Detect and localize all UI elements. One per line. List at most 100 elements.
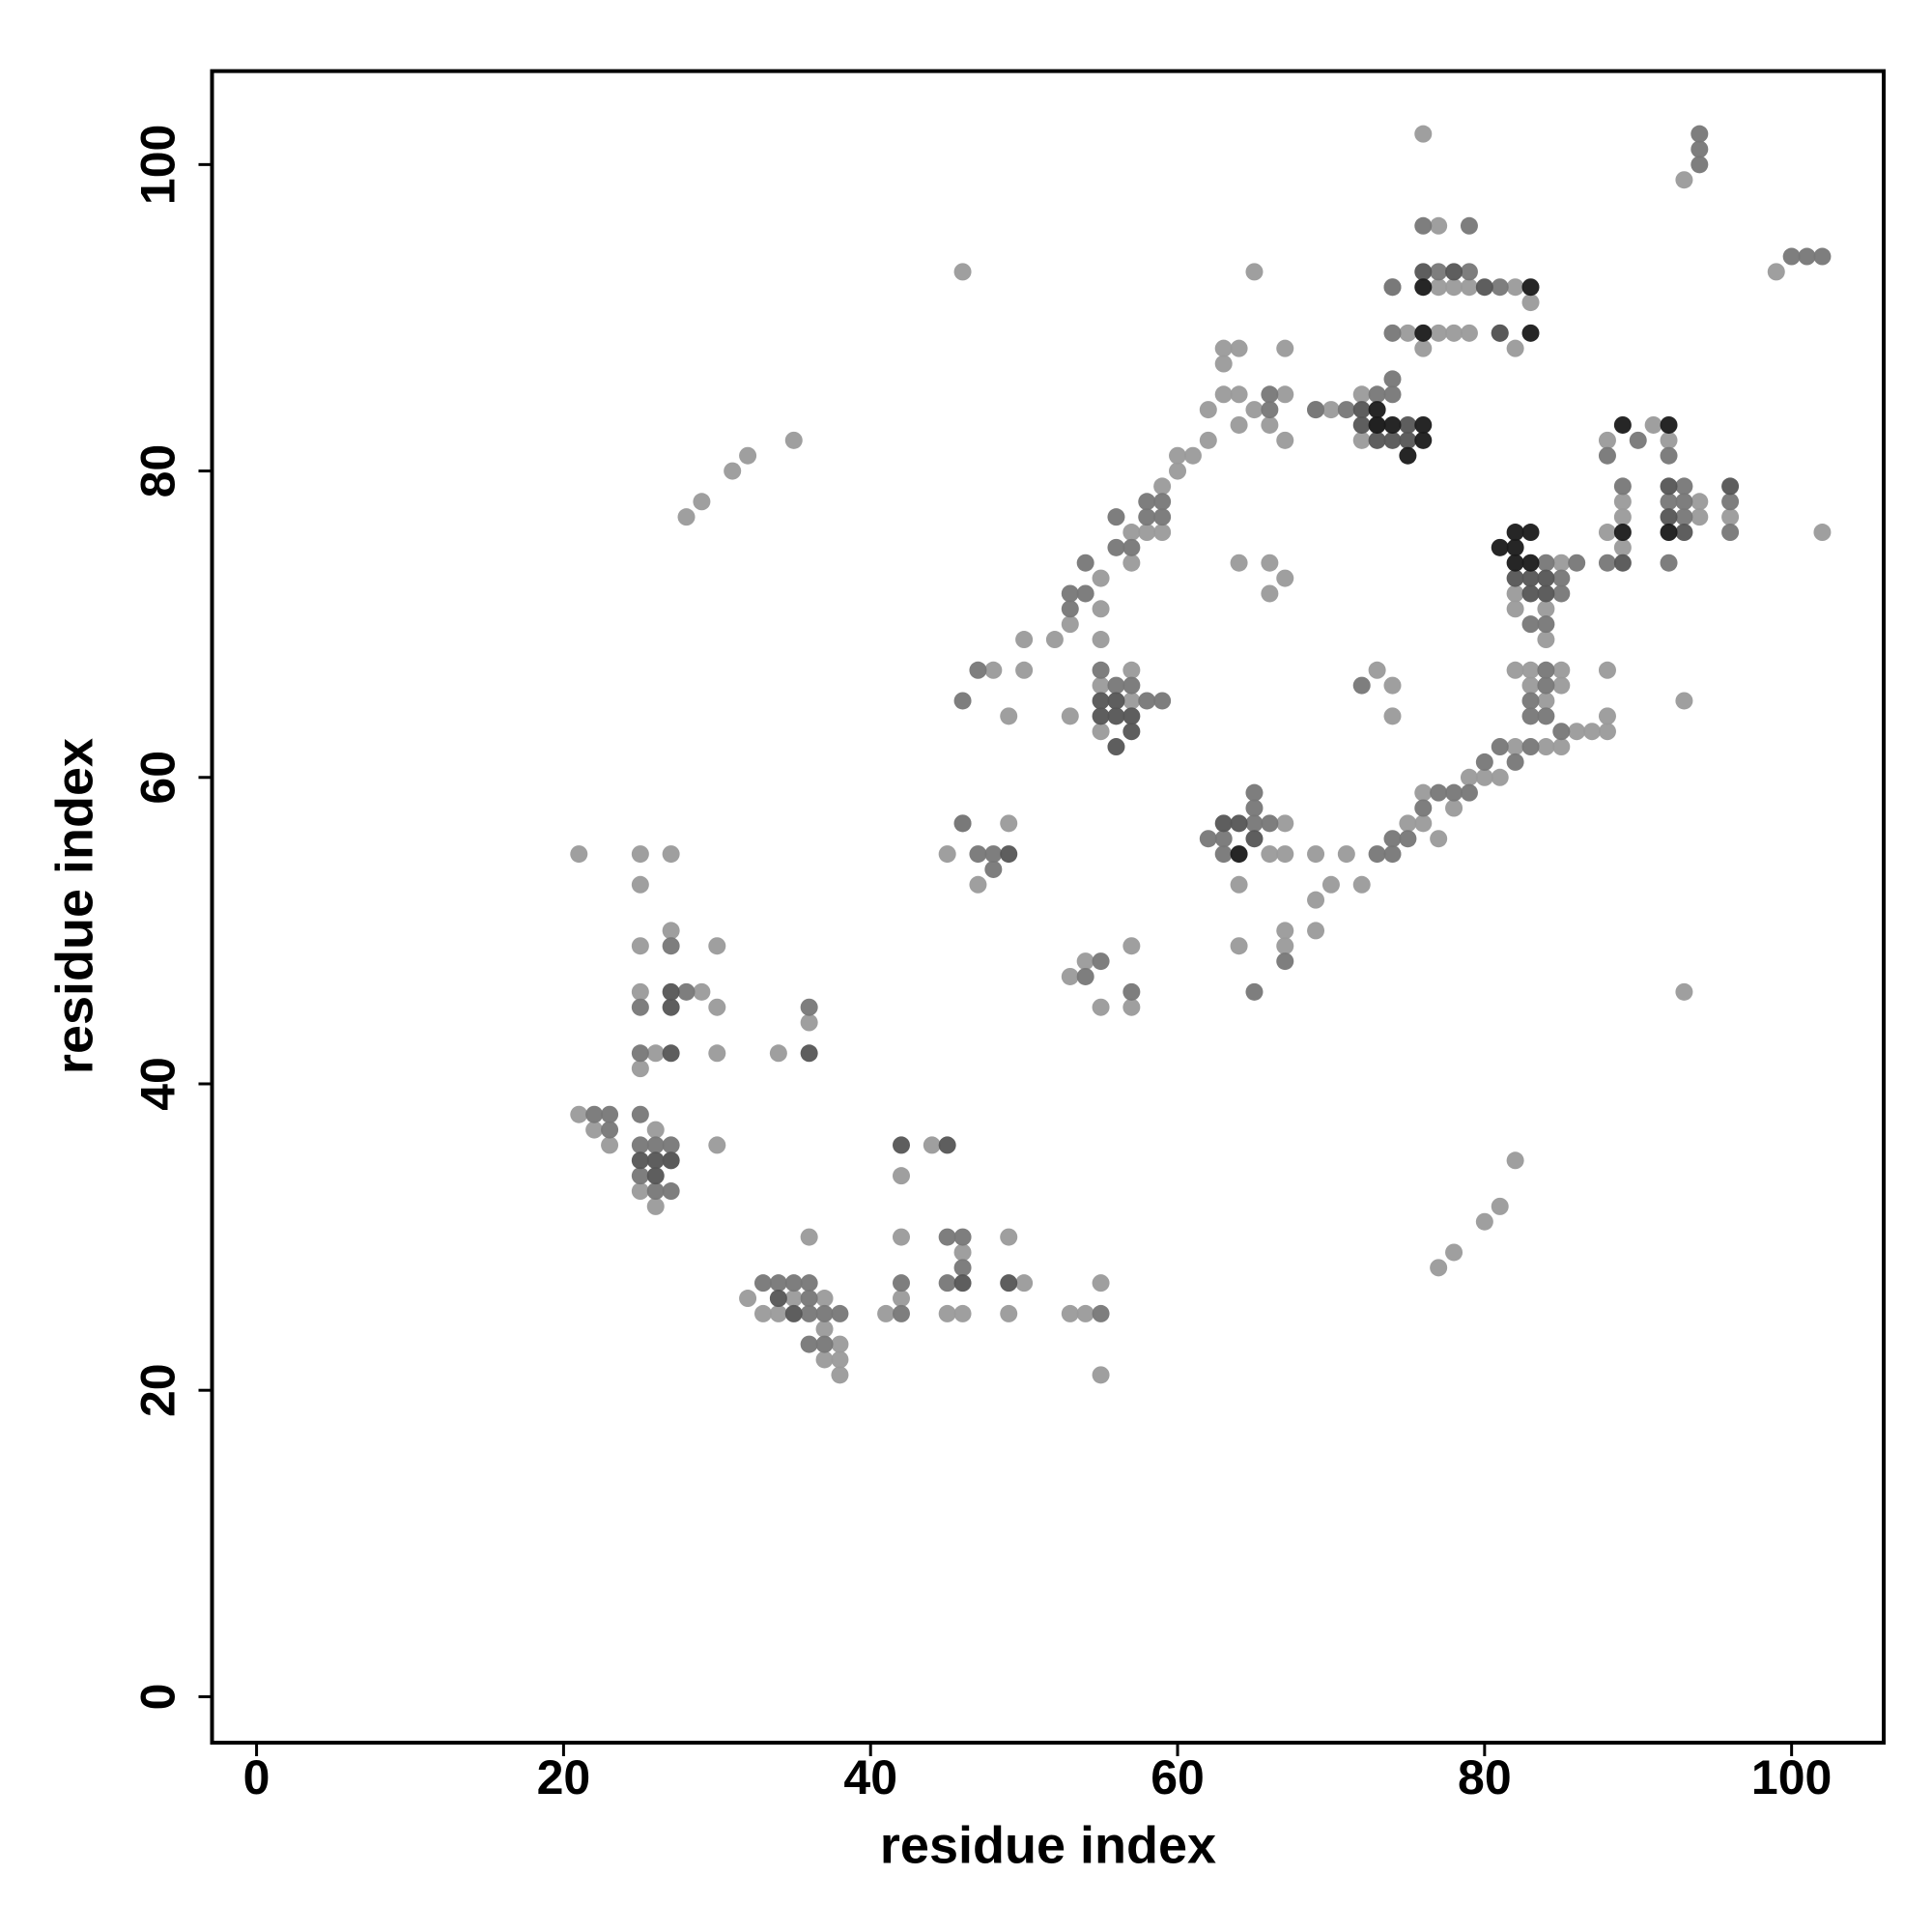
point — [1445, 1243, 1463, 1262]
point — [1076, 584, 1094, 603]
point — [1000, 845, 1018, 864]
point — [800, 1044, 818, 1063]
point — [1261, 845, 1279, 864]
point — [662, 1182, 680, 1201]
point — [1214, 845, 1233, 864]
point — [969, 845, 987, 864]
point — [1598, 723, 1616, 741]
point — [1276, 339, 1294, 357]
point — [753, 1304, 772, 1322]
point — [1521, 738, 1540, 756]
point — [1675, 982, 1693, 1001]
point — [1537, 707, 1555, 725]
point — [769, 1044, 787, 1063]
point — [1506, 569, 1524, 587]
point — [800, 1290, 818, 1308]
point — [1521, 615, 1540, 634]
point — [1383, 370, 1402, 388]
point — [1261, 415, 1279, 434]
point — [1368, 401, 1386, 419]
point — [784, 431, 803, 449]
point — [953, 1228, 972, 1246]
point — [1552, 723, 1571, 741]
point — [631, 1044, 649, 1063]
point — [1568, 723, 1586, 741]
point — [1015, 1274, 1034, 1293]
point — [1307, 922, 1325, 940]
point — [1138, 493, 1156, 511]
point — [1690, 140, 1709, 158]
point — [739, 1290, 757, 1308]
point — [1675, 692, 1693, 710]
point — [1598, 446, 1616, 465]
point — [1414, 263, 1433, 281]
point — [1337, 401, 1355, 419]
point — [1460, 278, 1478, 297]
x-tick-label: 100 — [1751, 1750, 1832, 1804]
point — [1506, 661, 1524, 679]
point — [1276, 937, 1294, 955]
point — [1613, 524, 1632, 542]
point — [1352, 415, 1371, 434]
point — [1414, 415, 1433, 434]
point — [1383, 676, 1402, 695]
point — [646, 1121, 665, 1139]
point — [1061, 615, 1079, 634]
point — [662, 845, 680, 864]
point — [1122, 998, 1141, 1016]
point — [800, 998, 818, 1016]
point — [1537, 554, 1555, 572]
point — [1383, 324, 1402, 342]
point — [1352, 875, 1371, 894]
point — [646, 1151, 665, 1170]
point — [815, 1335, 834, 1353]
point — [831, 1335, 849, 1353]
point — [1598, 554, 1616, 572]
point — [1199, 401, 1217, 419]
point — [1122, 937, 1141, 955]
point — [769, 1304, 787, 1322]
point — [1076, 554, 1094, 572]
point — [984, 860, 1003, 878]
point — [1230, 814, 1248, 833]
point — [1491, 768, 1509, 786]
point — [1352, 431, 1371, 449]
point — [800, 1013, 818, 1032]
point — [831, 1350, 849, 1369]
point — [1307, 401, 1325, 419]
point — [1000, 814, 1018, 833]
point — [1782, 247, 1801, 266]
point — [1675, 493, 1693, 511]
point — [1491, 278, 1509, 297]
point — [601, 1121, 619, 1139]
point — [1491, 538, 1509, 556]
point — [1414, 783, 1433, 802]
point — [646, 1167, 665, 1185]
point — [1214, 339, 1233, 357]
point — [1230, 339, 1248, 357]
point — [1092, 569, 1110, 587]
y-tick-label: 20 — [131, 1363, 185, 1417]
point — [662, 1151, 680, 1170]
point — [1506, 278, 1524, 297]
point — [1122, 538, 1141, 556]
point — [1230, 554, 1248, 572]
point — [1537, 631, 1555, 649]
point — [1521, 569, 1540, 587]
point — [1613, 538, 1632, 556]
point — [800, 1335, 818, 1353]
point — [1568, 554, 1586, 572]
point — [1383, 845, 1402, 864]
point — [1169, 462, 1187, 480]
point — [1276, 569, 1294, 587]
point — [1368, 431, 1386, 449]
point — [892, 1136, 910, 1154]
point — [1107, 538, 1125, 556]
point — [1000, 1228, 1018, 1246]
point — [1383, 385, 1402, 404]
point — [631, 1060, 649, 1078]
point — [1445, 278, 1463, 297]
point — [1015, 631, 1034, 649]
point — [938, 1304, 956, 1322]
